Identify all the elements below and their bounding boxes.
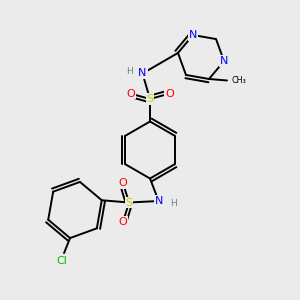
Text: O: O <box>165 88 174 99</box>
Text: CH₃: CH₃ <box>231 76 246 85</box>
Text: N: N <box>220 56 228 66</box>
Text: N: N <box>138 68 147 79</box>
Text: H: H <box>170 200 177 208</box>
Text: S: S <box>125 197 133 208</box>
Text: N: N <box>189 30 197 40</box>
Text: O: O <box>126 88 135 99</box>
Text: N: N <box>155 196 163 206</box>
Text: S: S <box>146 94 154 104</box>
Text: Cl: Cl <box>56 256 67 266</box>
Text: H: H <box>127 67 133 76</box>
Text: O: O <box>118 217 127 227</box>
Text: O: O <box>118 178 127 188</box>
